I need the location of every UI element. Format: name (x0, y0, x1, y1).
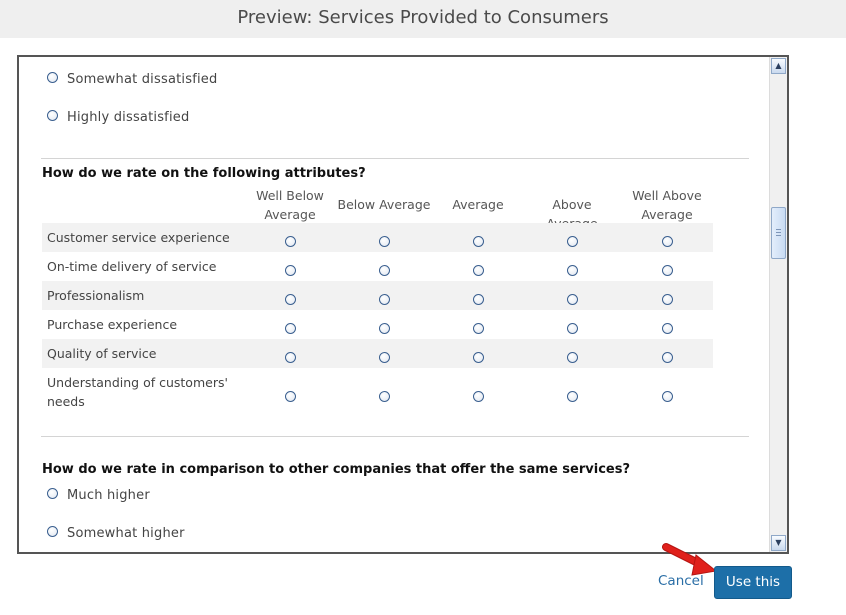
radio-button[interactable] (284, 265, 296, 276)
radio-button[interactable] (472, 391, 484, 402)
row-label-line: Quality of service (47, 346, 157, 361)
radio-button[interactable] (566, 391, 578, 402)
radio-button[interactable] (661, 236, 673, 247)
grip-line (776, 235, 781, 236)
row-label: On-time delivery of service (47, 257, 216, 276)
column-header-average: Average (431, 195, 525, 214)
preview-frame: Somewhat dissatisfied Highly dissatisfie… (17, 55, 789, 554)
scrollbar-thumb[interactable] (771, 207, 786, 259)
column-header-line: Well Below (256, 188, 324, 203)
radio-button[interactable] (661, 391, 673, 402)
option-somewhat-dissatisfied[interactable]: Somewhat dissatisfied (47, 72, 217, 87)
row-label-line: Understanding of customers' (47, 375, 228, 390)
separator (41, 436, 749, 437)
radio-button[interactable] (378, 391, 390, 402)
radio-button[interactable] (378, 236, 390, 247)
radio-button[interactable] (472, 352, 484, 363)
scroll-down-button[interactable]: ▼ (771, 535, 786, 551)
matrix-row: Customer service experience (42, 223, 713, 252)
radio-button[interactable] (661, 265, 673, 276)
radio-button[interactable] (284, 391, 296, 402)
row-label: Purchase experience (47, 315, 177, 334)
radio-button[interactable] (378, 265, 390, 276)
option-highly-dissatisfied[interactable]: Highly dissatisfied (47, 110, 189, 125)
radio-button[interactable] (47, 488, 58, 499)
matrix-row: Professionalism (42, 281, 713, 310)
chevron-up-icon: ▲ (775, 61, 782, 70)
matrix-row: Purchase experience (42, 310, 713, 339)
row-label-line: needs (47, 394, 85, 409)
red-arrow-icon (662, 543, 718, 576)
radio-button[interactable] (284, 352, 296, 363)
radio-button[interactable] (378, 294, 390, 305)
radio-button[interactable] (472, 294, 484, 305)
cancel-link[interactable]: Cancel (658, 573, 704, 589)
column-header-line: Below Average (337, 197, 431, 212)
row-label-line: Professionalism (47, 288, 145, 303)
row-label-line: On-time delivery of service (47, 259, 217, 274)
grip-line (776, 232, 781, 233)
dialog-title: Preview: Services Provided to Consumers (0, 0, 846, 38)
radio-button[interactable] (566, 236, 578, 247)
radio-button[interactable] (566, 352, 578, 363)
grip-line (776, 229, 781, 230)
column-header-line: Average (641, 207, 693, 222)
matrix-row: Quality of service (42, 339, 713, 368)
radio-button[interactable] (378, 323, 390, 334)
use-this-button[interactable]: Use this (714, 566, 792, 599)
option-somewhat-higher[interactable]: Somewhat higher (47, 526, 185, 541)
chevron-down-icon: ▼ (775, 538, 782, 547)
radio-button[interactable] (47, 526, 58, 537)
option-label: Much higher (67, 488, 150, 503)
radio-button[interactable] (47, 110, 58, 121)
radio-button[interactable] (661, 323, 673, 334)
row-label-line: Purchase experience (47, 317, 178, 332)
column-header-well-above-average: Well Above Average (620, 186, 714, 224)
matrix-row: On-time delivery of service (42, 252, 713, 281)
question-title: How do we rate on the following attribut… (42, 166, 366, 181)
scroll-up-button[interactable]: ▲ (771, 58, 786, 74)
option-label: Somewhat dissatisfied (67, 72, 218, 87)
matrix-row: Understanding of customers' needs (42, 368, 713, 416)
row-label: Quality of service (47, 344, 156, 363)
radio-button[interactable] (284, 236, 296, 247)
row-label: Customer service experience (47, 228, 230, 247)
radio-button[interactable] (284, 323, 296, 334)
radio-button[interactable] (378, 352, 390, 363)
option-label: Somewhat higher (67, 526, 185, 541)
radio-button[interactable] (47, 72, 58, 83)
radio-button[interactable] (284, 294, 296, 305)
column-header-line: Average (452, 197, 504, 212)
vertical-scrollbar[interactable]: ▲ ▼ (769, 57, 787, 552)
radio-button[interactable] (566, 294, 578, 305)
row-label: Professionalism (47, 286, 144, 305)
radio-button[interactable] (472, 236, 484, 247)
option-label: Highly dissatisfied (67, 110, 190, 125)
row-label: Understanding of customers' needs (47, 373, 228, 411)
column-header-well-below-average: Well Below Average (243, 186, 337, 224)
column-header-line: Average (264, 207, 316, 222)
radio-button[interactable] (566, 323, 578, 334)
radio-button[interactable] (661, 294, 673, 305)
radio-button[interactable] (661, 352, 673, 363)
radio-button[interactable] (472, 265, 484, 276)
radio-button[interactable] (566, 265, 578, 276)
separator (41, 158, 749, 159)
row-label-line: Customer service experience (47, 230, 230, 245)
radio-button[interactable] (472, 323, 484, 334)
option-much-higher[interactable]: Much higher (47, 488, 150, 503)
column-header-below-average: Below Average (337, 195, 431, 214)
survey-preview-content: Somewhat dissatisfied Highly dissatisfie… (19, 57, 771, 552)
question-title: How do we rate in comparison to other co… (42, 462, 631, 477)
column-header-line: Well Above (632, 188, 702, 203)
